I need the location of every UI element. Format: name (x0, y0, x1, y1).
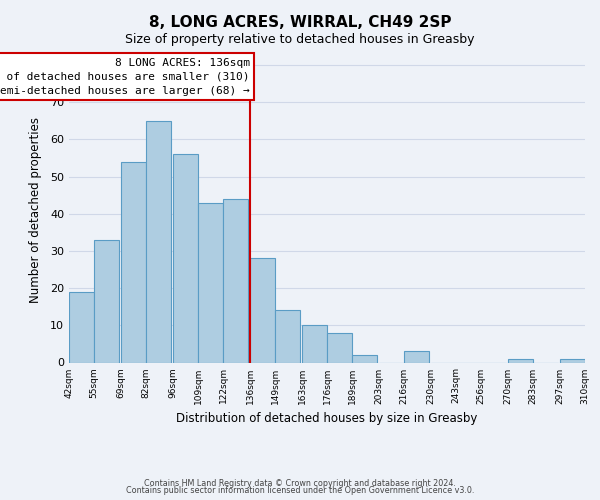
Bar (146, 120, 171, 362)
Bar (173, 154, 198, 362)
Bar (302, 326, 327, 362)
Bar (94, 240, 119, 362)
Bar (352, 355, 377, 362)
Bar (275, 310, 300, 362)
Bar (198, 202, 223, 362)
Bar (69, 292, 94, 362)
Text: Contains public sector information licensed under the Open Government Licence v3: Contains public sector information licen… (126, 486, 474, 495)
Bar (560, 359, 585, 362)
Bar (250, 258, 275, 362)
X-axis label: Distribution of detached houses by size in Greasby: Distribution of detached houses by size … (176, 412, 478, 425)
Bar (404, 352, 429, 362)
Text: 8 LONG ACRES: 136sqm
← 82% of detached houses are smaller (310)
18% of semi-deta: 8 LONG ACRES: 136sqm ← 82% of detached h… (0, 58, 250, 96)
Text: Size of property relative to detached houses in Greasby: Size of property relative to detached ho… (125, 32, 475, 46)
Text: Contains HM Land Registry data © Crown copyright and database right 2024.: Contains HM Land Registry data © Crown c… (144, 478, 456, 488)
Text: 8, LONG ACRES, WIRRAL, CH49 2SP: 8, LONG ACRES, WIRRAL, CH49 2SP (149, 15, 451, 30)
Bar (121, 162, 146, 362)
Bar (327, 332, 352, 362)
Bar (223, 199, 248, 362)
Bar (508, 359, 533, 362)
Y-axis label: Number of detached properties: Number of detached properties (29, 117, 41, 303)
